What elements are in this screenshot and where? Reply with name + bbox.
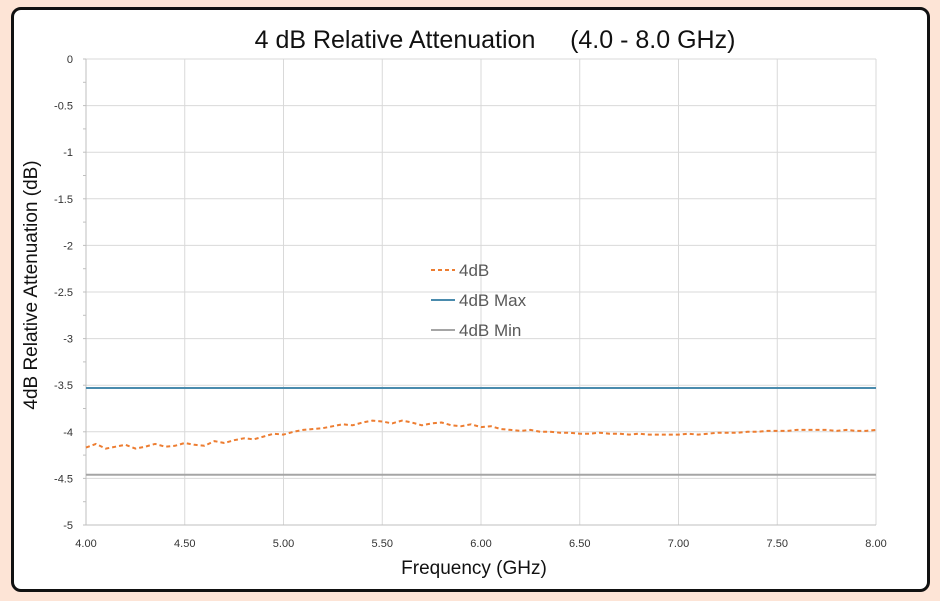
y-tick-label: -4 [63, 427, 73, 439]
y-tick-label: 0 [67, 54, 73, 66]
legend-label-4db: 4dB [459, 261, 489, 280]
y-tick-label: -1 [63, 147, 73, 159]
x-tick-label: 5.00 [273, 538, 294, 550]
y-tick-label: -3 [63, 334, 73, 346]
y-tick-label: -3.5 [54, 380, 73, 392]
x-tick-label: 6.00 [470, 538, 491, 550]
tick-labels: 0 -0.5 -1 -1.5 -2 -2.5 -3 -3.5 -4 -4.5 -54.00 4.50 5… [54, 54, 887, 550]
y-tick-label: -2 [63, 240, 73, 252]
x-tick-label: 8.00 [865, 538, 886, 550]
y-tick-label: -1.5 [54, 194, 73, 206]
x-tick-label: 6.50 [569, 538, 590, 550]
x-tick-label: 4.00 [75, 538, 96, 550]
y-tick-label: -5 [63, 520, 73, 532]
x-tick-label: 7.00 [668, 538, 689, 550]
y-tick-label: -0.5 [54, 101, 73, 113]
x-tick-label: 7.50 [767, 538, 788, 550]
y-axis-title: 4dB Relative Attenuation (dB) [21, 160, 42, 409]
chart-title: 4 dB Relative Attenuation (4.0 - 8.0 GHz… [255, 26, 736, 54]
legend-label-4db-max: 4dB Max [459, 291, 527, 310]
y-tick-label: -4.5 [54, 473, 73, 485]
x-tick-label: 5.50 [372, 538, 393, 550]
x-tick-label: 4.50 [174, 538, 195, 550]
series-lines [85, 387, 877, 476]
y-tick-label: -2.5 [54, 287, 73, 299]
x-axis-title: Frequency (GHz) [401, 558, 547, 579]
legend: 4dB 4dB Max 4dB Min [431, 261, 527, 340]
series-line-4db [85, 419, 877, 450]
legend-label-4db-min: 4dB Min [459, 321, 521, 340]
grid-lines [83, 58, 877, 526]
